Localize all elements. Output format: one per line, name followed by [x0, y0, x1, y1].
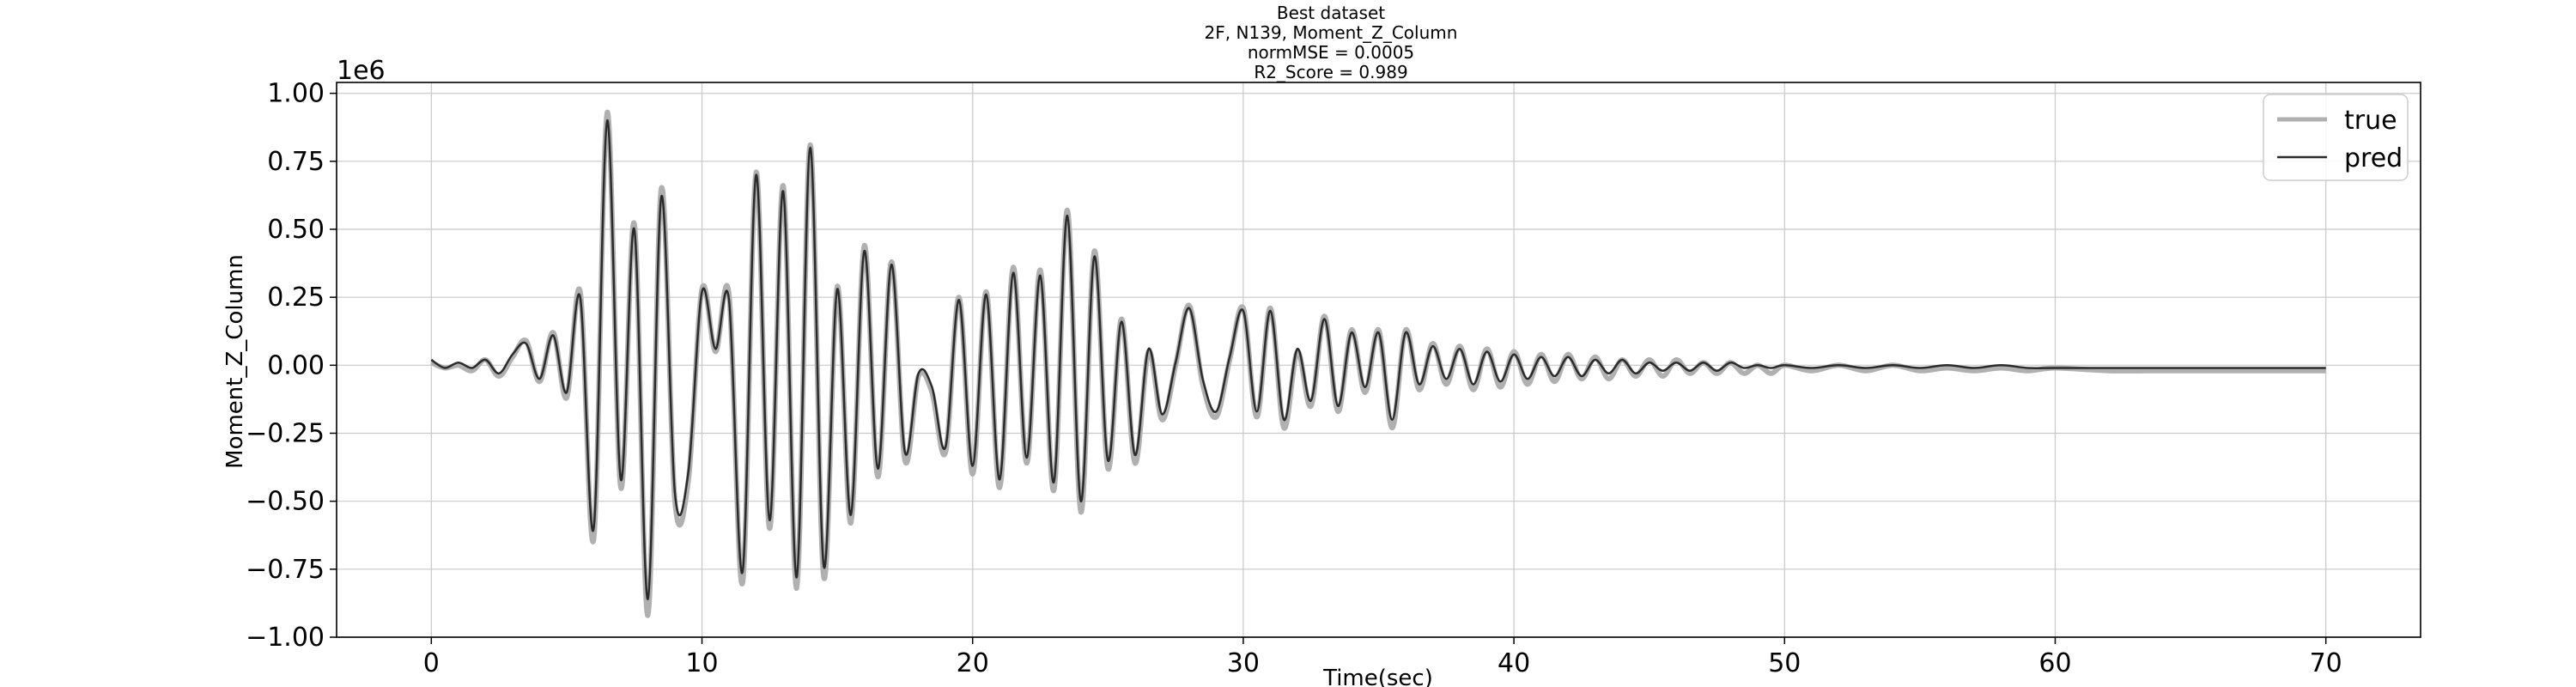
title-line-4: R2_Score = 0.989 [1254, 62, 1407, 82]
plot-series [430, 109, 2326, 618]
legend-true-label: true [2344, 106, 2397, 136]
plot-area-frame [336, 82, 2421, 638]
title-line-3: normMSE = 0.0005 [1248, 42, 1414, 63]
y-tick-label: −1.00 [246, 623, 325, 653]
y-tick-label: −0.50 [246, 487, 325, 517]
y-tick-label: −0.75 [246, 555, 325, 585]
legend-pred-label: pred [2344, 143, 2403, 173]
x-tick-label: 0 [423, 648, 440, 678]
series-line-pred [430, 119, 2326, 600]
y-tick-label: −0.25 [246, 419, 325, 449]
x-tick-label: 40 [1498, 648, 1530, 678]
y-tick-label: 0.75 [267, 147, 325, 177]
x-tick-label: 30 [1227, 648, 1260, 678]
x-axis-ticks: 0 10 20 30 40 50 60 70 [423, 637, 2342, 678]
y-tick-label: 0.25 [267, 283, 325, 313]
series-line-true [430, 109, 2326, 618]
y-tick-label: 0.00 [267, 350, 325, 380]
x-tick-label: 70 [2310, 648, 2342, 678]
y-axis-label: Moment_Z_Column [222, 254, 248, 469]
title-line-1: Best dataset [1277, 3, 1385, 23]
y-axis-ticks: 1.00 0.75 0.50 0.25 0.00 −0.25 −0.50 −0.75 −1.00 [246, 79, 337, 653]
y-tick-label: 1.00 [267, 79, 325, 109]
y-tick-label: 0.50 [267, 215, 325, 245]
y-offset-label: 1e6 [337, 56, 386, 86]
legend-box [2263, 94, 2409, 181]
x-tick-label: 50 [1768, 648, 1801, 678]
x-tick-label: 60 [2038, 648, 2071, 678]
legend: true pred [2263, 94, 2409, 181]
title-line-2: 2F, N139, Moment_Z_Column [1205, 22, 1458, 43]
x-tick-label: 10 [685, 648, 718, 678]
chart-title: Best dataset 2F, N139, Moment_Z_Column n… [1205, 3, 1458, 82]
x-tick-label: 20 [957, 648, 989, 678]
x-axis-label: Time(sec) [1322, 666, 1433, 687]
